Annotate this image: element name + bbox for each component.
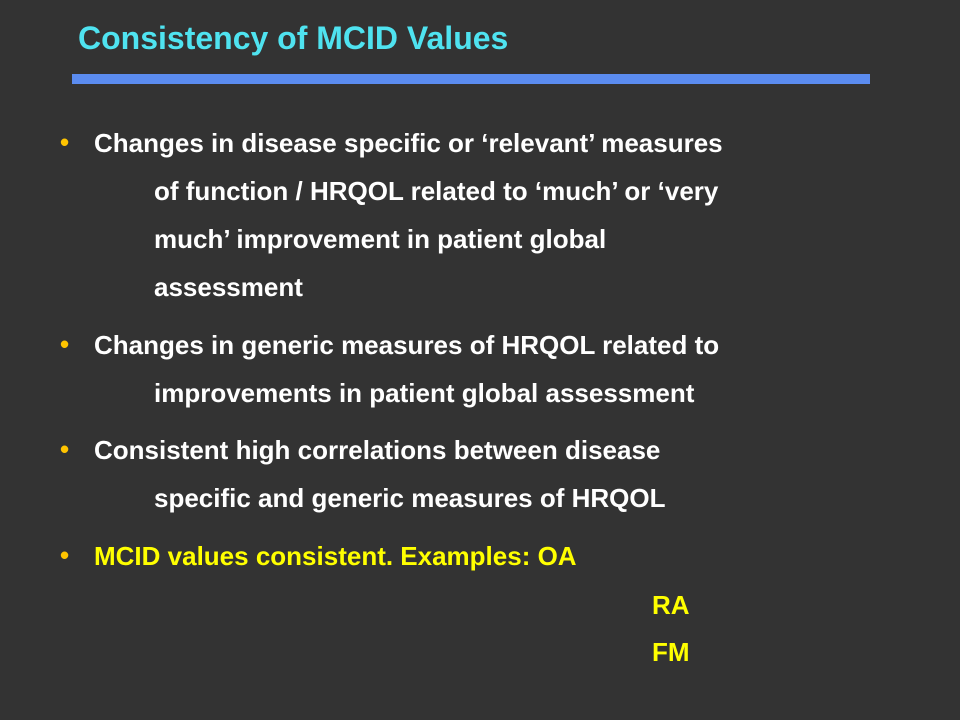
bullet-text-line: MCID values consistent. Examples: OA: [94, 541, 577, 571]
slide-title: Consistency of MCID Values: [78, 20, 509, 56]
bullet-text-line: improvements in patient global assessmen…: [154, 378, 695, 408]
bullet-marker: •: [60, 127, 70, 157]
bullet-marker: •: [60, 329, 70, 359]
bullet-text-line: of function / HRQOL related to ‘much’ or…: [154, 176, 719, 206]
bullet-text-line: Consistent high correlations between dis…: [94, 435, 661, 465]
bullet-text-line: specific and generic measures of HRQOL: [154, 483, 666, 513]
bullet-marker: •: [60, 434, 70, 464]
bullet-text-line: Changes in disease specific or ‘relevant…: [94, 128, 723, 158]
example-ra: RA: [652, 590, 690, 620]
title-underline: [72, 74, 870, 84]
bullet-marker: •: [60, 540, 70, 570]
bullet-text-line: Changes in generic measures of HRQOL rel…: [94, 330, 720, 360]
bullet-text-line: much’ improvement in patient global: [154, 224, 607, 254]
bullet-text-line: assessment: [154, 272, 303, 302]
example-fm: FM: [652, 637, 690, 667]
